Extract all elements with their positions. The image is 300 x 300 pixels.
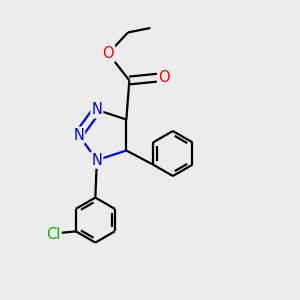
- Text: O: O: [158, 70, 170, 85]
- Text: O: O: [103, 46, 114, 61]
- Text: Cl: Cl: [46, 227, 61, 242]
- Text: N: N: [92, 153, 102, 168]
- Text: N: N: [73, 128, 84, 142]
- Text: N: N: [92, 102, 102, 117]
